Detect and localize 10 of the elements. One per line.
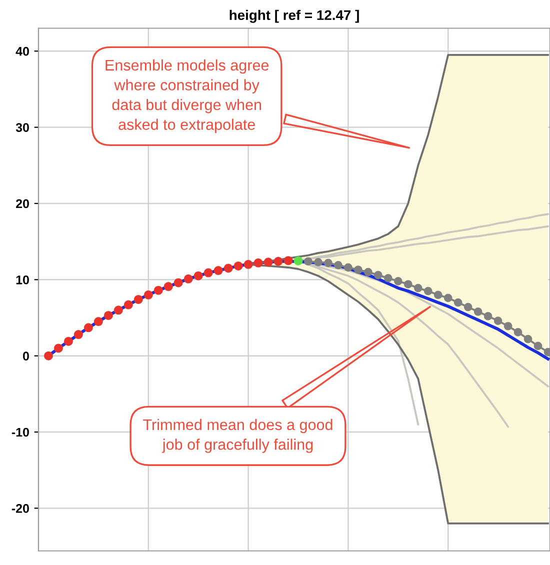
y-tick-label: 40 (16, 46, 29, 56)
y-tick-label: 10 (16, 275, 29, 284)
annotation: Trimmed mean does a good job of gracefully failing (143, 418, 332, 453)
y-tick-label: -20 (12, 504, 29, 513)
y-tick-label: -10 (12, 428, 29, 437)
annotation: Ensemble models agree where constrained by data but diverge when asked to extrapolate (106, 59, 269, 133)
y-tick-label: 30 (16, 123, 29, 132)
chart-title: height [ ref = 12.47 ] (230, 10, 359, 23)
y-tick-label: 20 (16, 199, 29, 208)
y-tick-label: 0 (23, 352, 29, 360)
